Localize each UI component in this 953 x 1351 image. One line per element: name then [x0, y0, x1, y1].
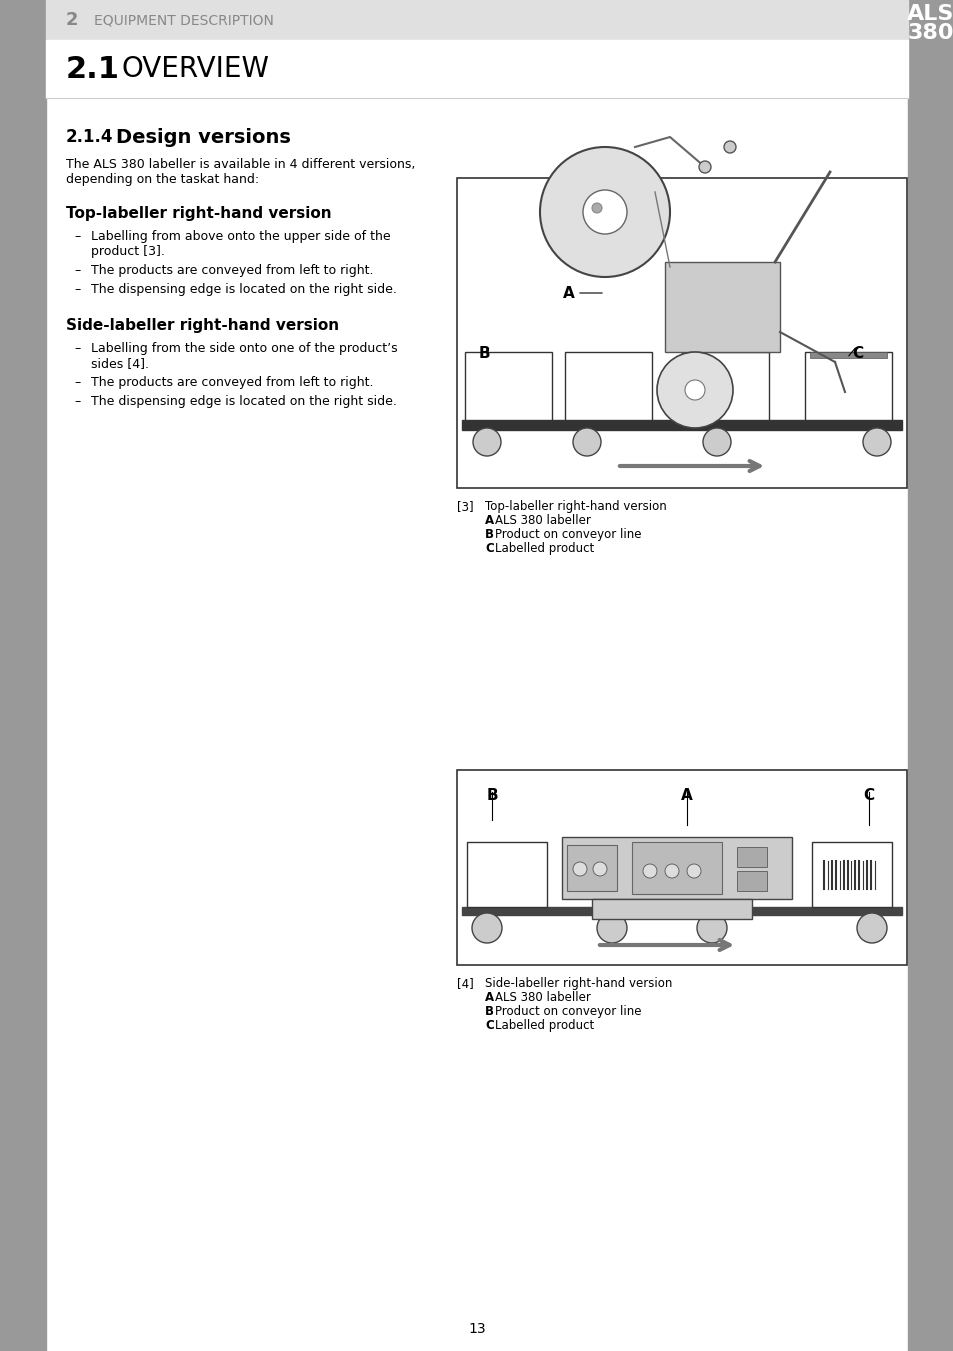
Circle shape	[573, 428, 600, 457]
Bar	[681, 353, 768, 420]
Text: 2.1: 2.1	[66, 54, 120, 84]
Circle shape	[686, 865, 700, 878]
Circle shape	[593, 862, 606, 875]
Bar	[564, 353, 651, 420]
Text: The dispensing edge is located on the right side.: The dispensing edge is located on the ri…	[91, 394, 396, 408]
Text: Side-labeller right-hand version: Side-labeller right-hand version	[66, 317, 338, 332]
Text: 2: 2	[66, 11, 78, 28]
Bar	[566, 844, 617, 892]
Bar	[664, 262, 780, 353]
Text: 2.1.4: 2.1.4	[66, 128, 113, 146]
Text: –: –	[74, 282, 80, 296]
Circle shape	[582, 190, 626, 234]
Text: ALS: ALS	[906, 4, 953, 24]
Bar	[461, 907, 901, 915]
Text: A: A	[484, 513, 494, 527]
Bar	[809, 353, 886, 358]
Text: EQUIPMENT DESCRIPTION: EQUIPMENT DESCRIPTION	[94, 14, 274, 27]
Bar	[561, 838, 791, 898]
Bar	[467, 842, 546, 907]
Circle shape	[856, 913, 886, 943]
Circle shape	[699, 161, 710, 173]
Text: Labelled product: Labelled product	[495, 1019, 594, 1032]
Text: Top-labeller right-hand version: Top-labeller right-hand version	[66, 205, 332, 222]
Circle shape	[472, 913, 501, 943]
Text: –: –	[74, 342, 80, 355]
Bar	[737, 847, 766, 867]
Text: –: –	[74, 394, 80, 408]
Circle shape	[573, 862, 586, 875]
Text: B: B	[486, 788, 497, 802]
Text: 13: 13	[468, 1323, 485, 1336]
Bar	[461, 420, 901, 430]
Circle shape	[862, 428, 890, 457]
Circle shape	[664, 865, 679, 878]
Text: A: A	[562, 285, 574, 300]
Circle shape	[657, 353, 732, 428]
Circle shape	[539, 147, 669, 277]
Text: depending on the taskat hand:: depending on the taskat hand:	[66, 173, 259, 186]
Text: Labelling from the side onto one of the product’s: Labelling from the side onto one of the …	[91, 342, 397, 355]
Text: [3]: [3]	[456, 500, 473, 513]
Bar	[46, 41, 907, 99]
Circle shape	[684, 380, 704, 400]
Text: B: B	[484, 528, 494, 540]
Text: The products are conveyed from left to right.: The products are conveyed from left to r…	[91, 376, 374, 389]
Bar	[907, 0, 953, 1351]
Circle shape	[473, 428, 500, 457]
Circle shape	[642, 865, 657, 878]
Bar	[631, 842, 721, 894]
Bar	[456, 178, 906, 488]
Text: Side-labeller right-hand version: Side-labeller right-hand version	[484, 977, 672, 990]
Text: Labelled product: Labelled product	[495, 542, 594, 555]
Bar	[464, 353, 552, 420]
Bar	[737, 871, 766, 892]
Text: [4]: [4]	[456, 977, 474, 990]
Text: The ALS 380 labeller is available in 4 different versions,: The ALS 380 labeller is available in 4 d…	[66, 158, 415, 172]
Text: –: –	[74, 263, 80, 277]
Text: Product on conveyor line: Product on conveyor line	[495, 1005, 640, 1019]
Text: 380: 380	[907, 23, 953, 43]
Text: C: C	[484, 542, 494, 555]
Text: sides [4].: sides [4].	[91, 357, 149, 370]
Text: –: –	[74, 376, 80, 389]
Text: B: B	[478, 346, 490, 361]
Circle shape	[723, 141, 735, 153]
Circle shape	[592, 203, 601, 213]
Text: Labelling from above onto the upper side of the: Labelling from above onto the upper side…	[91, 230, 390, 243]
Bar	[46, 0, 907, 41]
Text: Top-labeller right-hand version: Top-labeller right-hand version	[484, 500, 666, 513]
Text: OVERVIEW: OVERVIEW	[122, 55, 270, 82]
Text: Design versions: Design versions	[116, 128, 291, 147]
Text: B: B	[484, 1005, 494, 1019]
Text: C: C	[484, 1019, 494, 1032]
Text: C: C	[851, 346, 862, 361]
Text: ALS 380 labeller: ALS 380 labeller	[495, 513, 590, 527]
Circle shape	[597, 913, 626, 943]
Circle shape	[702, 428, 730, 457]
Text: Product on conveyor line: Product on conveyor line	[495, 528, 640, 540]
Circle shape	[697, 913, 726, 943]
Text: C: C	[862, 788, 874, 802]
Text: –: –	[74, 230, 80, 243]
Bar	[592, 898, 751, 919]
Text: A: A	[680, 788, 692, 802]
Text: ALS 380 labeller: ALS 380 labeller	[495, 992, 590, 1004]
Bar	[804, 353, 891, 420]
Bar	[456, 770, 906, 965]
Text: A: A	[484, 992, 494, 1004]
Text: The dispensing edge is located on the right side.: The dispensing edge is located on the ri…	[91, 282, 396, 296]
Bar	[0, 0, 46, 1351]
Text: The products are conveyed from left to right.: The products are conveyed from left to r…	[91, 263, 374, 277]
Text: product [3].: product [3].	[91, 245, 165, 258]
Bar	[811, 842, 891, 907]
